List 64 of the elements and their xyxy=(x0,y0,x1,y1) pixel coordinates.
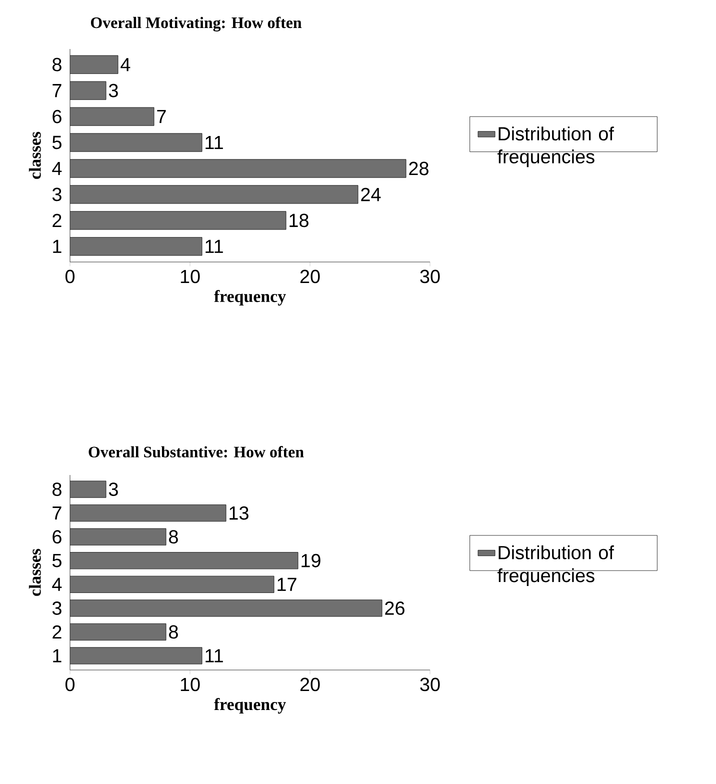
legend-label: Distribution of frequencies xyxy=(497,126,614,168)
y-tick-label: 4 xyxy=(52,578,62,591)
data-label: 7 xyxy=(157,110,166,124)
data-label: 8 xyxy=(169,530,178,544)
bar xyxy=(70,647,202,664)
bar xyxy=(70,211,286,230)
x-axis-title: frequency xyxy=(214,698,286,714)
y-tick-label: 2 xyxy=(52,625,62,639)
x-tick-label: 30 xyxy=(420,270,440,284)
bar xyxy=(70,237,202,256)
data-label: 13 xyxy=(230,506,248,520)
data-label: 26 xyxy=(385,601,404,615)
y-axis-title: classes xyxy=(28,548,41,596)
bar xyxy=(70,528,166,546)
chart-title: Overall Motivating: How often xyxy=(90,16,302,32)
y-tick-label: 4 xyxy=(52,162,62,175)
y-tick-label: 5 xyxy=(52,554,62,568)
x-tick-label: 10 xyxy=(180,678,200,692)
bar xyxy=(70,576,274,593)
bar xyxy=(70,600,382,617)
x-tick-label: 0 xyxy=(65,678,75,692)
legend-label: Distribution of frequencies xyxy=(497,545,614,586)
bar xyxy=(70,81,106,100)
data-label: 18 xyxy=(290,214,308,228)
y-tick-label: 6 xyxy=(52,110,62,124)
x-tick-label: 0 xyxy=(65,270,75,284)
bar xyxy=(70,623,166,640)
y-tick-label: 1 xyxy=(53,240,62,253)
y-tick-label: 1 xyxy=(53,649,62,662)
bar xyxy=(70,552,298,570)
y-tick-label: 3 xyxy=(52,601,62,615)
y-tick-label: 8 xyxy=(52,58,62,72)
bar xyxy=(70,159,406,178)
bar xyxy=(70,480,106,498)
data-label: 4 xyxy=(120,58,130,72)
data-label: 11 xyxy=(206,240,223,253)
bar xyxy=(70,133,202,152)
data-label: 11 xyxy=(206,649,223,662)
data-label: 8 xyxy=(169,625,178,639)
y-tick-label: 6 xyxy=(52,530,62,544)
y-tick-label: 2 xyxy=(52,214,62,228)
data-label: 3 xyxy=(108,482,118,496)
bar xyxy=(70,185,358,204)
y-tick-label: 7 xyxy=(52,84,62,98)
y-tick-label: 7 xyxy=(52,506,62,520)
x-tick-label: 20 xyxy=(300,270,320,284)
x-axis-title: frequency xyxy=(214,290,286,306)
y-tick-label: 3 xyxy=(52,188,62,202)
bar xyxy=(70,107,154,126)
x-tick-label: 30 xyxy=(420,678,440,692)
bar xyxy=(70,55,118,74)
data-label: 3 xyxy=(108,84,118,98)
y-tick-label: 8 xyxy=(52,482,62,496)
data-label: 28 xyxy=(409,162,428,176)
data-label: 19 xyxy=(302,554,320,568)
data-label: 24 xyxy=(361,188,381,202)
y-axis-title: classes xyxy=(28,132,41,179)
y-tick-label: 5 xyxy=(52,136,62,150)
x-tick-label: 10 xyxy=(180,270,200,284)
data-label: 17 xyxy=(278,578,296,591)
data-label: 11 xyxy=(206,136,223,150)
chart-title: Overall Substantive: How often xyxy=(88,446,304,458)
bar xyxy=(70,504,226,522)
x-tick-label: 20 xyxy=(300,678,320,692)
